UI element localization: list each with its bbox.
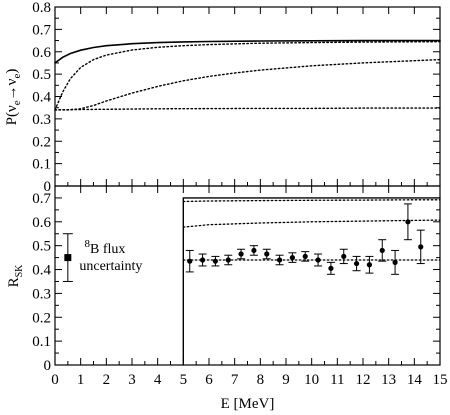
x-tick-label: 8 (257, 372, 265, 388)
ylabel-part: P(ν (4, 105, 20, 125)
data-point (187, 258, 193, 264)
bottom-y-tick-label: 0 (44, 358, 52, 374)
bottom-y-tick-label: 0.3 (32, 286, 51, 302)
top-curve-4 (54, 107, 441, 111)
x-tick-label: 12 (356, 372, 371, 388)
bottom-y-axis-label: RSK (6, 264, 25, 288)
data-point (379, 247, 385, 254)
top-y-tick-label: 0.3 (32, 112, 51, 128)
annotation-line-1: B flux (90, 242, 125, 257)
bottom-y-tick-label: 0.4 (32, 263, 51, 279)
annotation-line-2: uncertainty (79, 259, 142, 274)
data-point (212, 258, 219, 264)
bottom-frame (54, 185, 441, 366)
data-point (353, 260, 360, 267)
top-curve-2 (54, 41, 441, 111)
ylabel-part: R (6, 277, 22, 287)
top-y-tick-label: 0.2 (32, 134, 51, 150)
bottom-curve-3 (182, 219, 441, 228)
x-tick-label: 2 (103, 372, 111, 388)
bottom-y-tick-label: 0.2 (32, 310, 51, 326)
bottom-y-tick-label: 0.7 (32, 191, 51, 207)
x-tick-label: 11 (330, 372, 344, 388)
x-tick-label: 4 (154, 372, 162, 388)
bottom-curve-1 (182, 197, 441, 366)
x-tick-label: 10 (304, 372, 319, 388)
top-y-tick-label: 0.1 (32, 157, 51, 173)
ylabel-part: →ν (4, 78, 20, 100)
data-point (392, 259, 398, 265)
data-point (341, 253, 347, 260)
x-tick-label: 15 (433, 372, 448, 388)
bottom-panel: 00.10.20.30.40.50.60.70 1 2 3 4 5 6 7 8 9 10 11 12 13… (32, 185, 448, 388)
annotation-superscript: 8 (85, 238, 91, 250)
bottom-curve-2 (182, 199, 441, 203)
x-tick-label: 7 (231, 372, 239, 388)
flux-uncertainty-annotation: 8B flux uncertainty (79, 238, 142, 274)
top-y-axis-label: P(νe→νe) (4, 69, 23, 126)
top-curve-3 (54, 58, 441, 111)
bottom-y-tick-label: 0.5 (32, 239, 51, 255)
data-point (328, 265, 334, 271)
x-tick-label: 14 (407, 372, 423, 388)
data-point (405, 219, 411, 225)
x-tick-label: 0 (51, 372, 59, 388)
ylabel-subscript: e (11, 74, 23, 79)
bottom-y-tick-label: 0.6 (32, 215, 51, 231)
x-tick-label: 9 (282, 372, 290, 388)
ylabel-part: ) (4, 69, 20, 74)
data-point (289, 255, 296, 261)
bottom-y-tick-label: 0.1 (32, 334, 51, 350)
top-curve-1 (54, 39, 441, 64)
top-panel: 0 0.1 0.2 0.3 0.4 0.5 0.6 0.7 0.8 (32, 0, 441, 195)
ylabel-subscript: SK (14, 264, 25, 278)
axis-labels: P(νe→νe) RSK E [MeV] 8B flux uncertainty (4, 69, 274, 412)
top-frame (54, 6, 441, 187)
top-y-tick-label: 0.6 (32, 45, 51, 61)
top-y-tick-label: 0 (44, 179, 52, 195)
x-tick-label: 3 (128, 372, 136, 388)
data-point (199, 257, 206, 263)
ylabel-subscript: e (11, 100, 23, 105)
data-point (251, 247, 257, 254)
data-point (276, 257, 283, 263)
top-y-tick-label: 0.7 (32, 22, 51, 38)
x-tick-label: 5 (180, 372, 188, 388)
data-point (264, 251, 270, 257)
data-point (302, 253, 308, 260)
x-tick-label: 13 (381, 372, 396, 388)
x-tick-label: 1 (77, 372, 85, 388)
top-y-tick-label: 0.4 (32, 90, 51, 106)
x-axis-label: E [MeV] (221, 396, 275, 412)
x-tick-label: 6 (205, 372, 213, 388)
data-point (225, 257, 231, 263)
data-point (366, 262, 373, 268)
top-y-tick-label: 0.8 (32, 0, 51, 16)
data-point (418, 244, 424, 250)
data-point (315, 257, 321, 263)
top-y-tick-label: 0.5 (32, 67, 51, 83)
data-point (238, 251, 244, 257)
flux-marker (64, 254, 72, 262)
